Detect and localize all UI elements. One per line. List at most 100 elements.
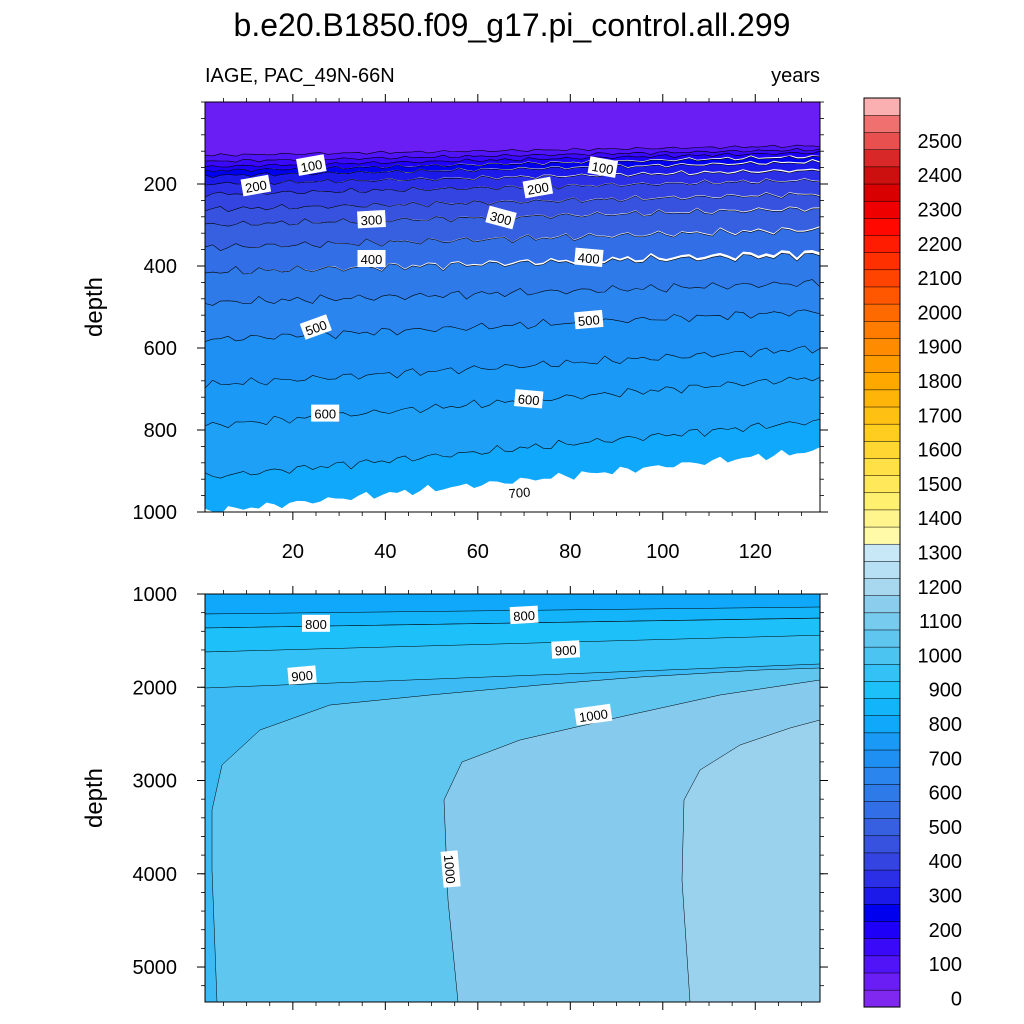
contour-label-bg (311, 404, 340, 422)
colorbar-label: 2500 (918, 131, 963, 153)
contour-label-text: 100 (591, 159, 615, 178)
colorbar-label: 1200 (918, 577, 963, 599)
contour-fill-upper (205, 156, 820, 178)
contour-label: 300 (485, 205, 517, 230)
y-axis-label: depth (81, 768, 108, 828)
colorbar-segment (863, 560, 901, 579)
contour-label-text: 500 (577, 312, 600, 329)
colorbar-label: 700 (929, 748, 962, 770)
x-tick-label: 60 (467, 541, 489, 563)
colorbar-segment (863, 955, 901, 974)
colorbar-segment (863, 749, 901, 768)
colorbar-segment (863, 303, 901, 322)
colorbar-label: 800 (929, 714, 962, 736)
colorbar-segment (863, 132, 901, 151)
contour-fill-upper (205, 102, 820, 157)
contour-label-text: 600 (314, 407, 336, 422)
colorbar-label: 1800 (918, 371, 963, 393)
y-tick-label: 200 (144, 174, 177, 196)
contour-label-text: 1000 (578, 706, 609, 725)
colorbar-segment (863, 989, 901, 1008)
contour-line-upper (205, 376, 820, 428)
colorbar-label: 2100 (918, 268, 963, 290)
contour-fill-upper (205, 345, 820, 428)
colorbar-segment (863, 715, 901, 734)
colorbar-label: 2200 (918, 234, 963, 256)
contour-label: 200 (522, 176, 554, 199)
x-tick-label: 40 (374, 541, 396, 563)
y-tick-label: 4000 (133, 864, 178, 886)
chart-title: b.e20.B1850.f09_g17.pi_control.all.299 (234, 7, 791, 43)
colorbar-segment (863, 835, 901, 854)
colorbar-label: 300 (929, 886, 962, 908)
colorbar-segment (863, 423, 901, 442)
colorbar: 0 100 200 300 400 500 600 700 800 900 1000 1100 1200… (863, 97, 963, 1010)
colorbar-label: 0 (951, 988, 962, 1010)
contour-line-upper (205, 419, 820, 479)
contour-label: 200 (240, 174, 272, 197)
contour-label-bg (357, 209, 386, 229)
right-subtitle: years (771, 65, 820, 87)
contour-label-text: 900 (291, 668, 314, 685)
colorbar-segment (863, 903, 901, 922)
contour-label-text: 800 (513, 608, 535, 624)
contour-label: 600 (514, 389, 544, 409)
contour-label-bg (302, 614, 330, 632)
colorbar-segment (863, 355, 901, 373)
contour-label: 500 (299, 314, 332, 340)
colorbar-segment (863, 372, 901, 391)
colorbar-segment (863, 783, 901, 802)
contour-fill-upper (205, 253, 820, 306)
lower-panel: 800 800 900 900 1000 1000 1000 2000 3000 4000 5000… (81, 584, 828, 1010)
colorbar-segment (863, 800, 901, 819)
colorbar-segment (863, 663, 901, 682)
colorbar-segment (863, 475, 901, 494)
colorbar-label: 600 (929, 783, 962, 805)
plot-frame (204, 593, 821, 1003)
contour-fill-upper (205, 160, 820, 185)
contour-fill-upper (205, 148, 820, 168)
colorbar-segment (863, 114, 901, 133)
contour-label-bg (574, 703, 613, 726)
contour-label: 600 (311, 404, 340, 422)
colorbar-segment (863, 183, 901, 202)
colorbar-segment (863, 526, 901, 545)
contour-label: 900 (551, 640, 581, 659)
colorbar-segment (863, 595, 901, 614)
contour-label-text: 100 (299, 157, 323, 176)
colorbar-segment (863, 766, 901, 785)
contour-label: 500 (574, 309, 604, 330)
colorbar-segment (863, 389, 901, 408)
x-tick-label: 80 (559, 541, 581, 563)
colorbar-segment (863, 698, 901, 716)
y-tick-label: 5000 (133, 957, 178, 979)
contour-fill-upper (205, 170, 820, 198)
colorbar-segment (863, 252, 901, 271)
contour-label-text: 500 (303, 317, 329, 339)
contour-label: 300 (357, 209, 386, 229)
y-tick-label: 2000 (133, 677, 178, 699)
colorbar-segment (863, 406, 901, 425)
contour-label-text: 400 (577, 250, 600, 267)
contour-label-bg (522, 176, 554, 199)
contour-line-upper (205, 169, 820, 186)
colorbar-segment (863, 149, 901, 168)
colorbar-segment (863, 972, 901, 991)
y-tick-label: 400 (144, 256, 177, 278)
contour-label-bg (287, 665, 317, 685)
contour-label-bg (509, 605, 539, 625)
colorbar-segment (863, 852, 901, 871)
colorbar-segment (863, 234, 901, 253)
y-tick-label: 3000 (133, 771, 178, 793)
contour-label-bg (485, 205, 517, 230)
colorbar-label: 900 (929, 680, 962, 702)
contour-label-bg (296, 154, 327, 176)
contour-label-text: 400 (361, 252, 383, 267)
colorbar-label: 1300 (918, 543, 963, 565)
upper-panel: 100 200 100 200 300 300 400 400 500 500 600 600 700 2… (81, 94, 828, 563)
colorbar-segment (863, 869, 901, 888)
contour-label-bg (574, 247, 604, 267)
contour-fill-upper (205, 309, 820, 389)
colorbar-label: 2400 (918, 165, 963, 187)
